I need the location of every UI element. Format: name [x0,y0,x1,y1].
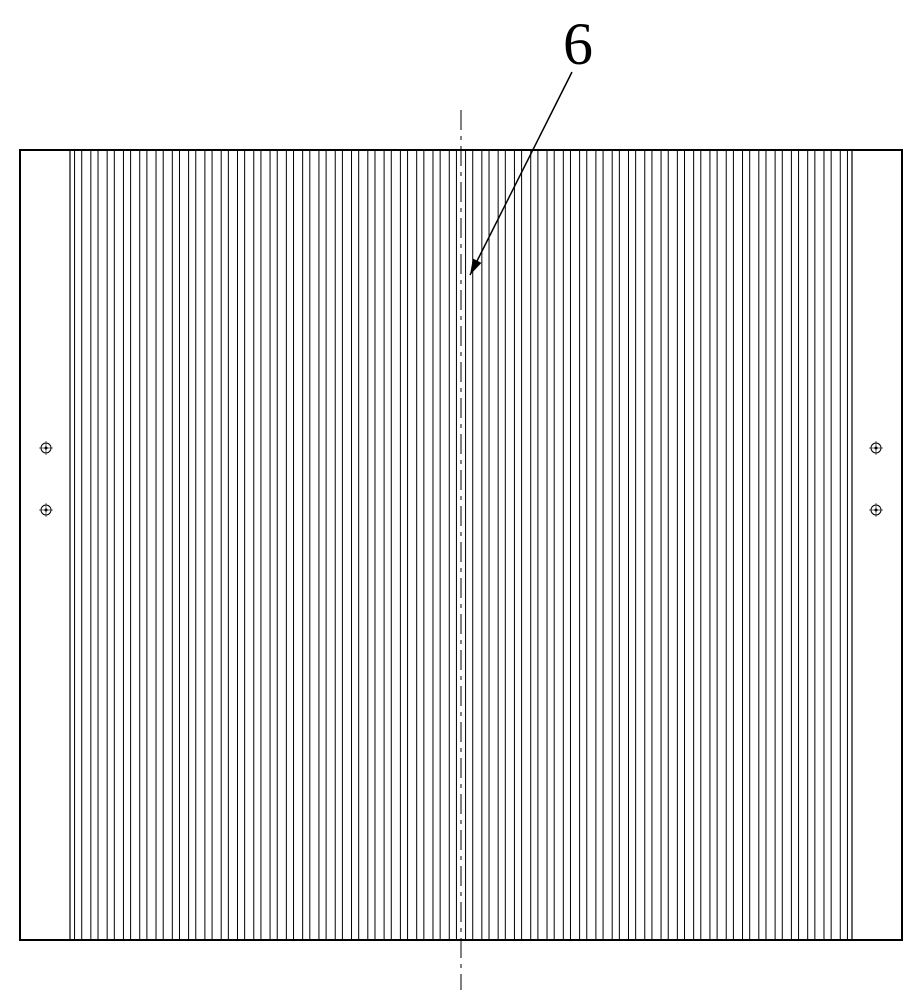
diagram-canvas [0,0,922,1000]
leader-line [470,72,572,275]
callout-label-6: 6 [563,10,593,79]
